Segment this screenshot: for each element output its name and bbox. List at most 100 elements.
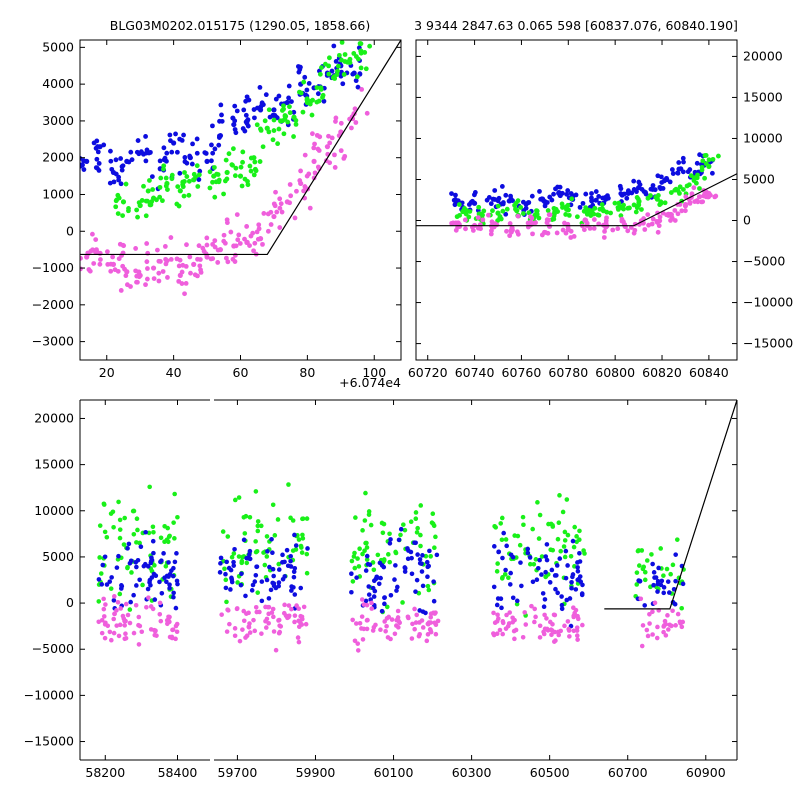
x-tick-label: 60760	[502, 365, 542, 380]
scatter-dot	[157, 600, 163, 606]
scatter-dot	[657, 202, 663, 208]
y-tick-label: 10000	[34, 503, 74, 518]
scatter-dot	[81, 158, 86, 163]
scatter-dot	[80, 255, 83, 261]
scatter-dot	[177, 136, 183, 142]
scatter-dot	[187, 254, 193, 260]
scatter-dot	[697, 152, 703, 158]
scatter-dot	[508, 570, 513, 576]
scatter-dot	[152, 563, 157, 568]
scatter-dot	[427, 548, 432, 554]
scatter-dot	[521, 199, 526, 205]
scatter-dot	[695, 199, 701, 205]
scatter-dot	[236, 495, 242, 500]
scatter-dot	[216, 142, 222, 148]
scatter-dot	[647, 612, 652, 617]
scatter-dot	[502, 571, 508, 577]
scatter-dot	[255, 519, 261, 524]
scatter-dot	[552, 573, 558, 578]
scatter-dot	[135, 557, 141, 563]
scatter-dot	[194, 136, 200, 142]
scatter-dot	[562, 529, 568, 535]
scatter-dot	[255, 523, 261, 529]
scatter-dot	[221, 191, 226, 197]
scatter-dot	[252, 628, 258, 634]
scatter-dot	[680, 581, 686, 587]
scatter-dot	[364, 626, 370, 632]
scatter-dot	[302, 74, 308, 80]
scatter-dot	[559, 201, 565, 207]
scatter-dot	[306, 80, 312, 86]
scatter-dot	[661, 178, 667, 184]
scatter-dot	[537, 189, 542, 194]
scatter-dot	[495, 198, 501, 204]
scatter-dot	[702, 153, 708, 158]
scatter-dot	[563, 230, 569, 236]
scatter-dot	[577, 537, 582, 542]
scatter-dot	[413, 589, 418, 594]
scatter-dot	[631, 178, 637, 184]
scatter-dot	[492, 188, 498, 193]
x-tick-label: 60700	[608, 765, 648, 780]
scatter-dot	[119, 164, 125, 170]
scatter-dot	[645, 195, 651, 201]
scatter-dot	[569, 580, 574, 585]
scatter-dot	[225, 607, 230, 612]
scatter-dot	[252, 240, 258, 246]
scatter-dot	[592, 205, 598, 211]
scatter-dot	[454, 214, 460, 220]
scatter-dot	[380, 530, 386, 536]
scatter-dot	[215, 247, 221, 253]
scatter-dot	[669, 167, 675, 172]
scatter-dot	[553, 206, 559, 212]
scatter-dot	[691, 185, 697, 191]
scatter-dot	[531, 561, 537, 567]
scatter-dot	[360, 528, 365, 533]
scatter-dot	[490, 208, 495, 214]
scatter-dot	[134, 207, 140, 213]
scatter-dot	[622, 224, 628, 229]
scatter-dot	[425, 632, 431, 637]
scatter-dot	[392, 631, 398, 637]
scatter-dot	[223, 571, 228, 577]
scatter-dot	[515, 198, 521, 204]
scatter-dot	[525, 550, 531, 556]
scatter-dot	[276, 567, 282, 572]
scatter-dot	[548, 627, 554, 632]
scatter-dot	[349, 558, 355, 564]
x-tick-label: 60840	[689, 365, 729, 380]
scatter-dot	[288, 553, 293, 559]
scatter-dot	[494, 631, 500, 637]
scatter-dot	[148, 627, 154, 632]
scatter-dot	[670, 608, 675, 614]
scatter-dot	[292, 532, 297, 538]
scatter-dot	[417, 620, 422, 625]
scatter-dot	[173, 623, 179, 629]
scatter-dot	[219, 112, 224, 118]
scatter-dot	[520, 211, 526, 216]
scatter-dot	[234, 606, 240, 612]
scatter-dot	[271, 201, 277, 207]
scatter-dot	[100, 562, 106, 568]
scatter-dot	[433, 534, 438, 540]
scatter-dot	[128, 599, 133, 605]
scatter-dot	[256, 226, 262, 232]
scatter-dot	[387, 531, 392, 537]
scatter-dot	[257, 84, 263, 90]
scatter-dot	[456, 202, 462, 207]
scatter-dot	[224, 599, 229, 605]
scatter-dot	[371, 594, 377, 599]
scatter-dot	[170, 573, 176, 579]
scatter-dot	[109, 637, 114, 643]
season-pink	[350, 597, 441, 653]
scatter-dot	[558, 548, 564, 554]
scatter-dot	[412, 606, 417, 612]
scatter-dot	[536, 536, 542, 541]
scatter-dot	[629, 190, 635, 196]
scatter-dot	[383, 628, 388, 634]
scatter-dot	[528, 214, 533, 220]
scatter-dot	[503, 192, 509, 198]
scatter-dot	[207, 185, 213, 191]
scatter-dot	[431, 523, 437, 529]
scatter-dot	[589, 191, 594, 196]
